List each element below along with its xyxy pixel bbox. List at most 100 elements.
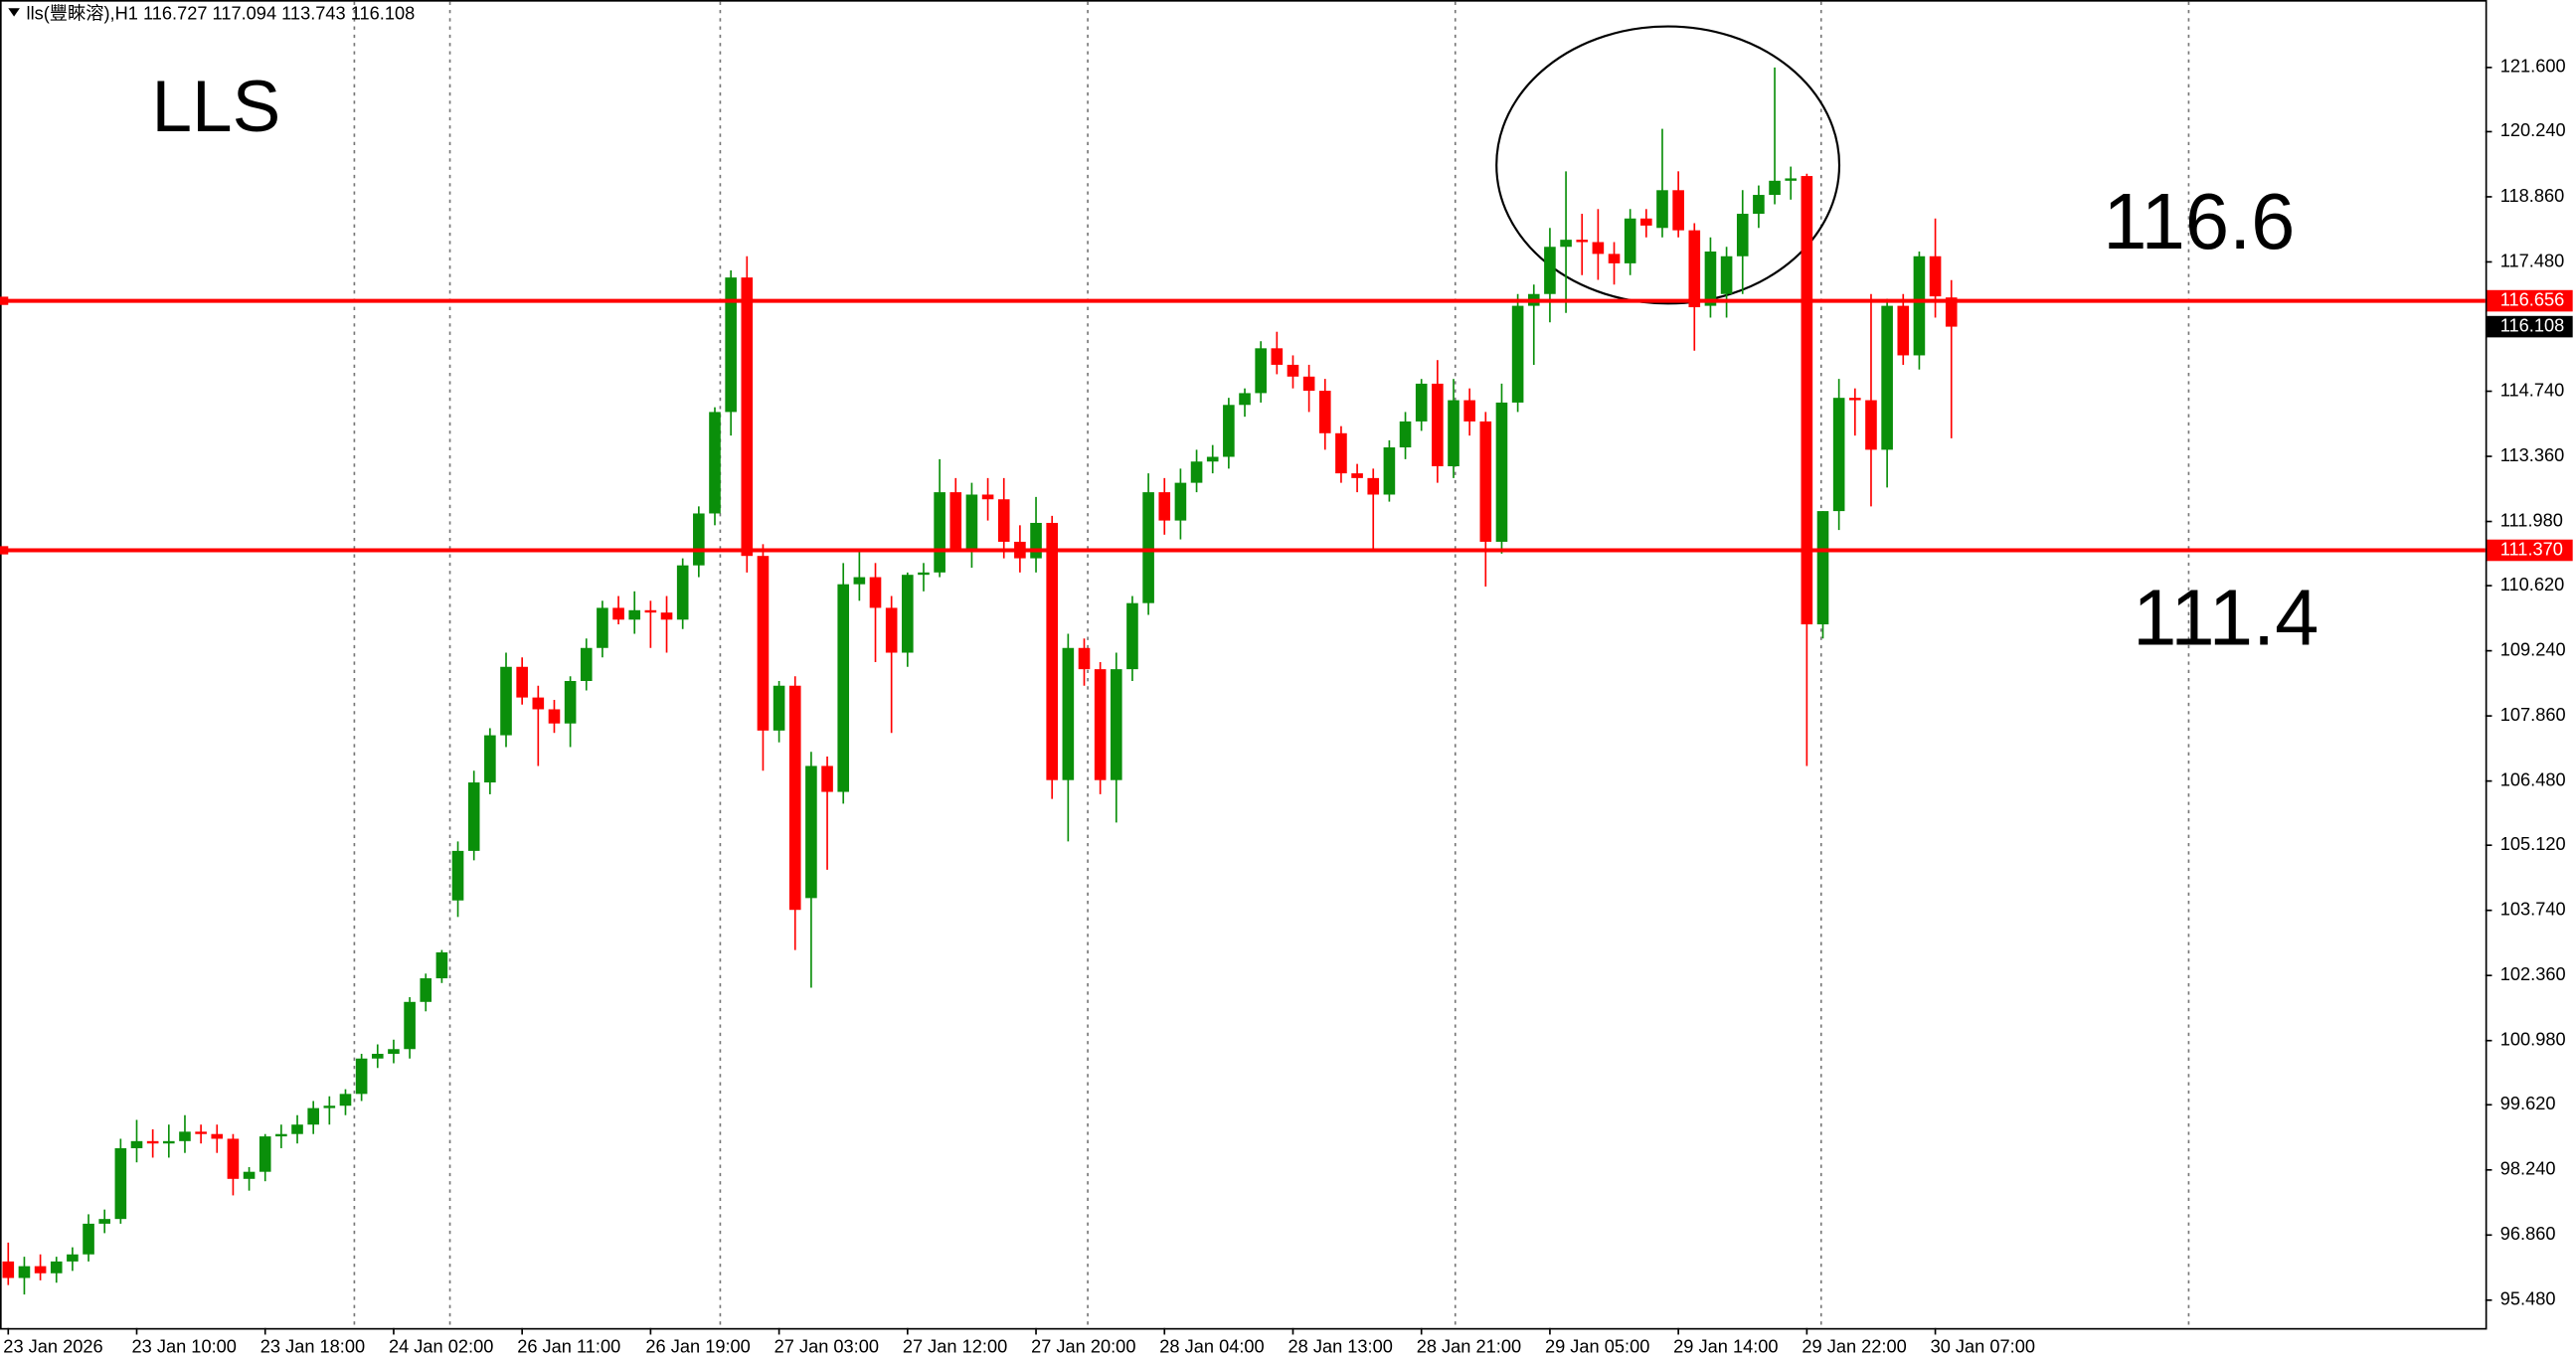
candle-body	[130, 1140, 143, 1148]
y-tick-label: 96.860	[2500, 1223, 2556, 1244]
candle-body	[644, 609, 657, 613]
candle-body	[1816, 511, 1829, 625]
level-line-anchor	[0, 296, 9, 305]
level-price-tag	[2487, 289, 2573, 312]
candle-body	[853, 577, 866, 585]
candle-body	[918, 572, 930, 576]
y-tick-label: 118.860	[2500, 185, 2565, 206]
candle-body	[258, 1136, 271, 1172]
chart-header: lls(豐睞溶),H1 116.727 117.094 113.743 116.…	[27, 3, 416, 24]
x-tick-label: 27 Jan 20:00	[1031, 1336, 1135, 1357]
candle-body	[1913, 255, 1926, 356]
x-tick-label: 28 Jan 21:00	[1417, 1336, 1521, 1357]
candle-body	[1174, 482, 1187, 521]
candle-body	[1479, 421, 1492, 542]
level-price-label: 111.370	[2500, 538, 2563, 559]
candle-body	[67, 1254, 79, 1262]
x-tick-label: 27 Jan 12:00	[903, 1336, 1007, 1357]
candle-body	[1239, 393, 1251, 406]
candle-body	[1030, 522, 1042, 559]
candle-body	[1929, 255, 1942, 297]
candle-body	[1769, 180, 1781, 196]
menu-icon[interactable]	[8, 8, 20, 17]
candle-body	[323, 1106, 336, 1108]
candle-body	[1720, 255, 1733, 294]
candle-body	[211, 1133, 224, 1139]
candle-body	[1448, 400, 1460, 467]
candle-body	[1078, 647, 1091, 670]
candle-body	[788, 685, 801, 911]
y-tick-label: 98.240	[2500, 1158, 2556, 1179]
candle-body	[1271, 348, 1284, 365]
candle-body	[1832, 398, 1845, 512]
candle-body	[371, 1054, 384, 1059]
x-tick-label: 26 Jan 19:00	[645, 1336, 750, 1357]
candle-body	[1881, 305, 1893, 450]
candle-body	[805, 766, 817, 899]
candle-body	[1897, 305, 1910, 356]
candle-body	[18, 1266, 31, 1278]
candle-body	[275, 1133, 287, 1137]
candle-body	[934, 492, 945, 573]
x-tick-label: 23 Jan 10:00	[132, 1336, 237, 1357]
candle-body	[1318, 391, 1331, 433]
candle-body	[163, 1140, 175, 1144]
candle-body	[1287, 364, 1299, 377]
annotation-support: 111.4	[2133, 573, 2318, 661]
candle-body	[709, 412, 721, 514]
candle-body	[997, 499, 1010, 542]
y-tick-label: 105.120	[2500, 833, 2566, 854]
candle-body	[660, 612, 673, 620]
y-tick-label: 111.980	[2500, 509, 2563, 530]
candle-body	[981, 494, 994, 500]
candle-body	[1672, 190, 1684, 231]
annotation-symbol: LLS	[152, 67, 281, 147]
candle-body	[1688, 230, 1701, 308]
candle-body	[1945, 297, 1958, 327]
candle-body	[1142, 492, 1154, 603]
candle-body	[902, 575, 914, 653]
y-tick-label: 121.600	[2500, 56, 2566, 77]
candle-body	[420, 978, 432, 1002]
candle-body	[1399, 421, 1412, 448]
candle-body	[564, 680, 577, 724]
y-tick-label: 100.980	[2500, 1029, 2566, 1050]
candle-body	[628, 609, 641, 620]
candle-body	[388, 1049, 400, 1055]
candle-body	[949, 492, 962, 550]
candle-body	[500, 666, 512, 736]
annotation-resistance: 116.6	[2103, 177, 2295, 265]
candle-body	[1801, 176, 1813, 625]
candle-body	[1463, 400, 1475, 422]
candle-body	[1415, 383, 1428, 422]
candle-body	[50, 1261, 63, 1274]
candle-body	[1656, 190, 1668, 229]
highlight-circle	[1495, 25, 1841, 305]
last-price-label: 116.108	[2500, 314, 2565, 335]
x-tick-label: 28 Jan 04:00	[1159, 1336, 1264, 1357]
candle-body	[1255, 348, 1267, 394]
candle-body	[2, 1261, 15, 1278]
candle-body	[451, 850, 464, 901]
x-tick-label: 29 Jan 05:00	[1545, 1336, 1649, 1357]
candle-body	[467, 782, 480, 851]
candle-body	[1640, 218, 1652, 226]
candle-body	[885, 607, 898, 653]
candle-body	[965, 494, 978, 550]
candle-body	[597, 607, 608, 648]
candle-body	[291, 1124, 303, 1134]
candle-body	[1383, 447, 1396, 495]
candle-body	[1608, 254, 1621, 263]
candle-body	[869, 577, 882, 608]
candle-body	[1432, 383, 1444, 467]
candle-body	[146, 1140, 159, 1144]
candle-body	[1062, 647, 1075, 780]
candle-body	[355, 1058, 368, 1095]
x-tick-label: 27 Jan 03:00	[774, 1336, 879, 1357]
y-tick-label: 117.480	[2500, 250, 2565, 270]
y-tick-label: 120.240	[2500, 119, 2566, 140]
candle-body	[1206, 456, 1219, 462]
y-tick-label: 103.740	[2500, 899, 2566, 920]
candle-body	[757, 556, 770, 731]
x-tick-label: 29 Jan 14:00	[1673, 1336, 1778, 1357]
